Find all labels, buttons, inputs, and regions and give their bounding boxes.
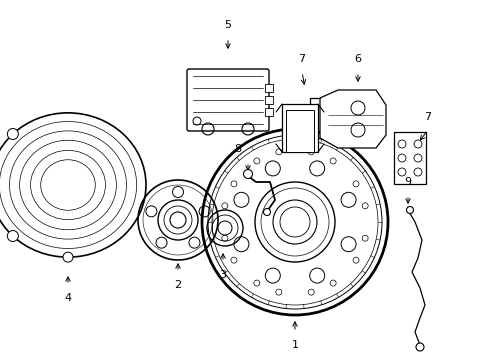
FancyBboxPatch shape xyxy=(186,69,268,131)
Text: 4: 4 xyxy=(64,293,71,303)
Text: 8: 8 xyxy=(234,144,241,154)
Text: 7: 7 xyxy=(298,54,305,64)
Bar xyxy=(393,132,425,184)
Circle shape xyxy=(63,252,73,262)
Text: 2: 2 xyxy=(174,280,181,290)
Circle shape xyxy=(243,170,252,179)
Circle shape xyxy=(263,208,270,216)
Bar xyxy=(264,84,272,92)
Text: 5: 5 xyxy=(224,20,231,30)
Polygon shape xyxy=(319,90,385,148)
Bar xyxy=(264,108,272,116)
Circle shape xyxy=(7,129,19,139)
Text: 9: 9 xyxy=(404,177,411,187)
Text: 3: 3 xyxy=(219,270,226,280)
Text: 7: 7 xyxy=(424,112,431,122)
Polygon shape xyxy=(285,110,313,152)
Polygon shape xyxy=(282,104,317,152)
Circle shape xyxy=(7,230,19,242)
Ellipse shape xyxy=(0,113,146,257)
Bar xyxy=(264,96,272,104)
Text: 1: 1 xyxy=(291,340,298,350)
Circle shape xyxy=(415,343,423,351)
Text: 6: 6 xyxy=(354,54,361,64)
Circle shape xyxy=(406,207,413,213)
